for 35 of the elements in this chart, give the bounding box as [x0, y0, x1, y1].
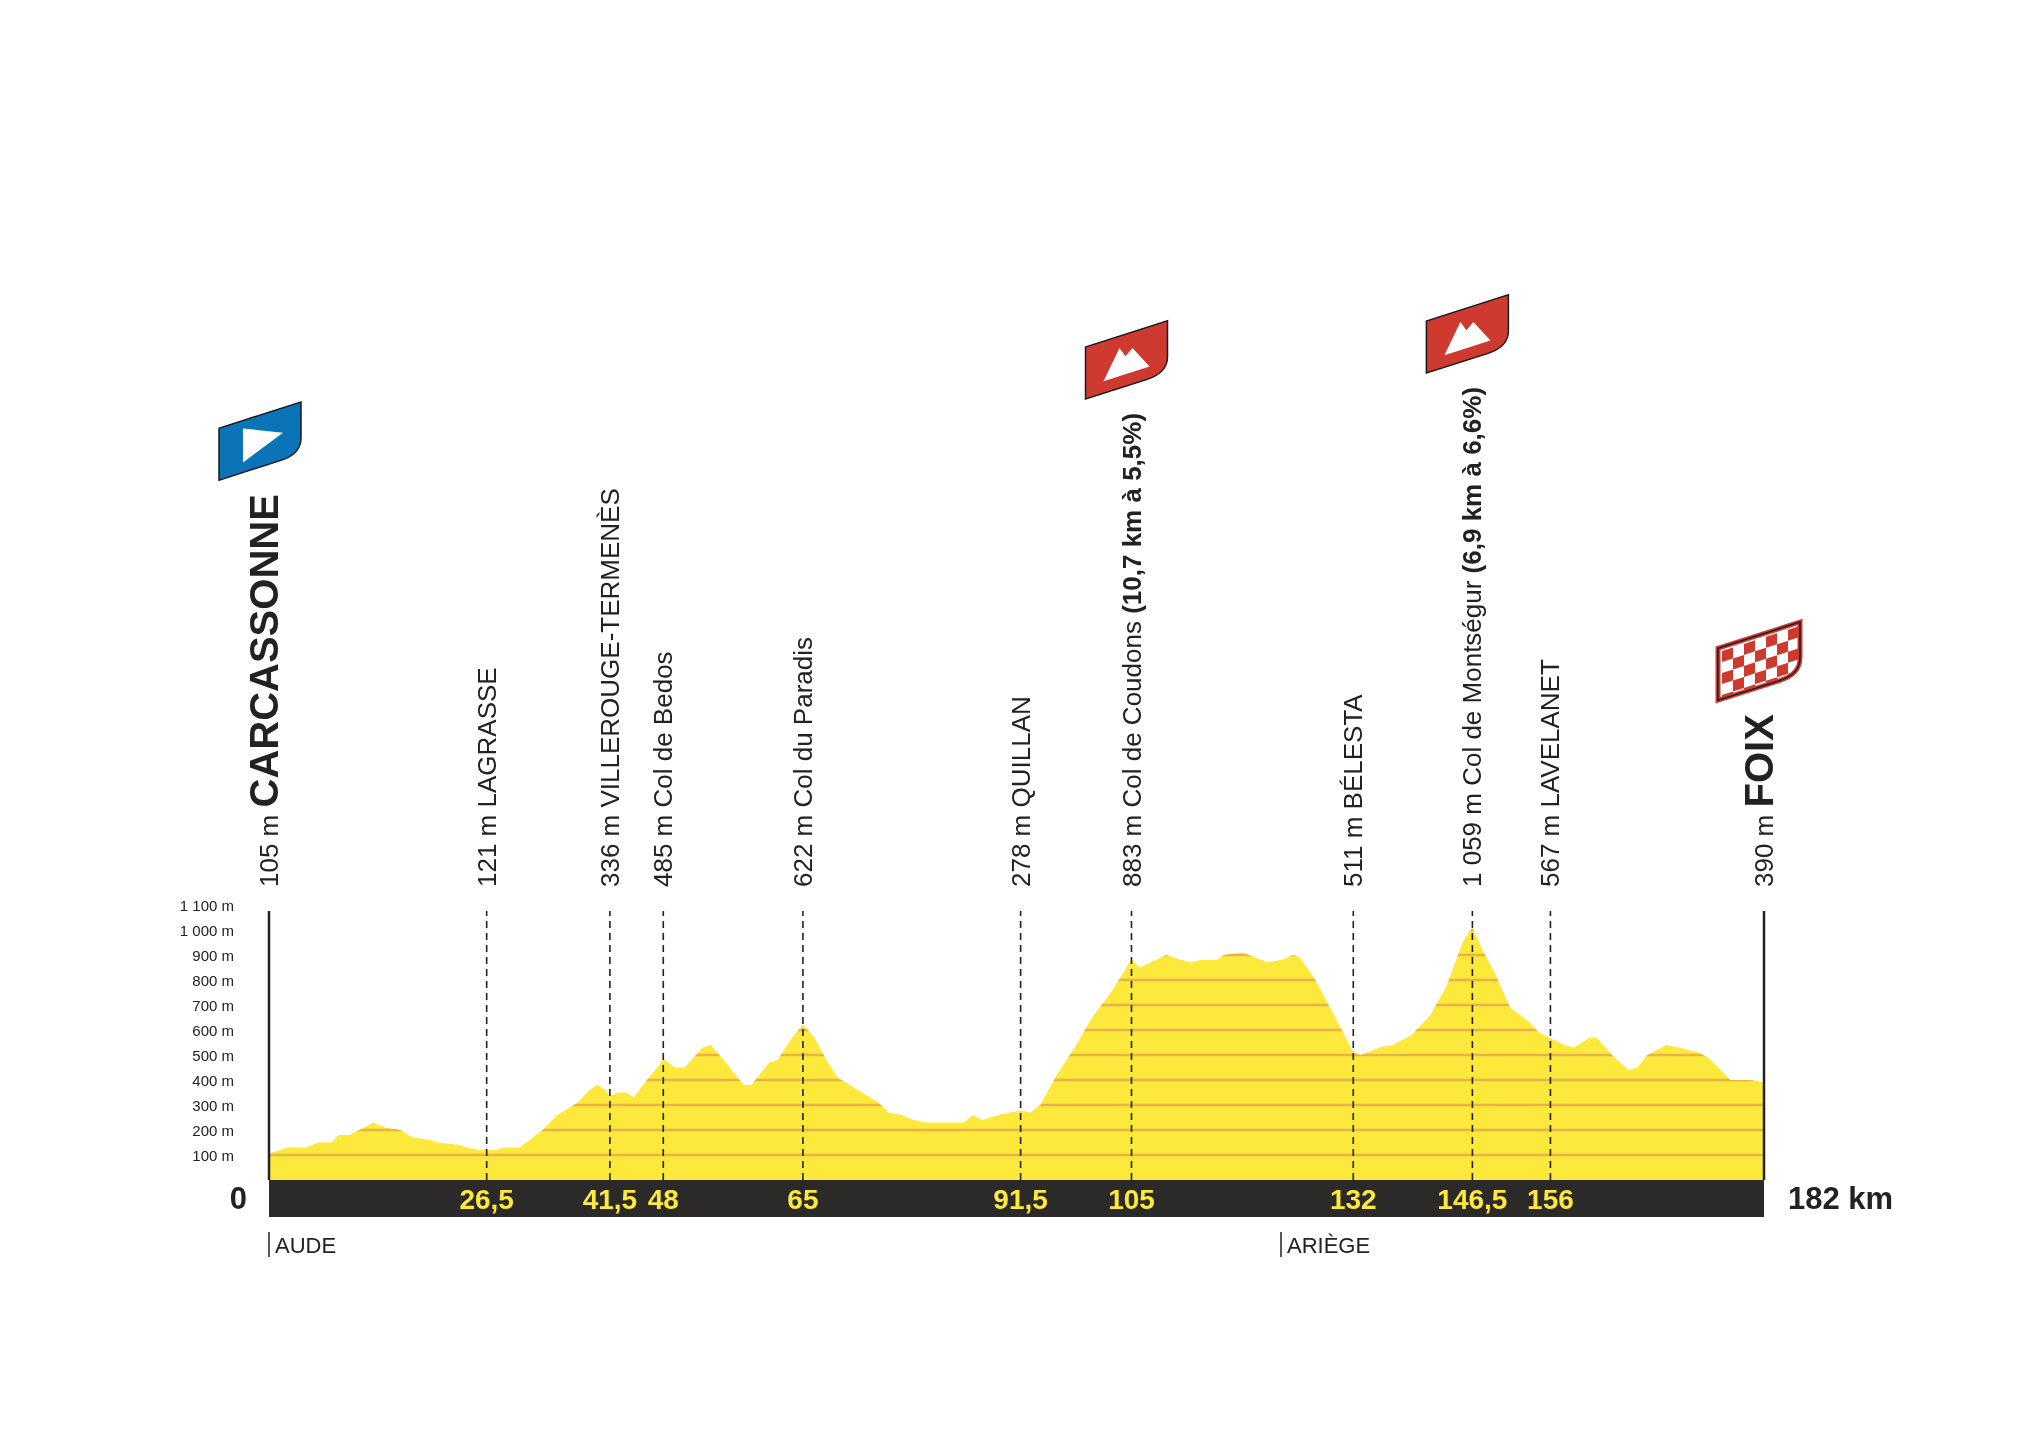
x-tick-label: 26,5 [459, 1184, 514, 1215]
y-tick-label: 700 m [192, 996, 234, 1014]
y-tick-label: 400 m [192, 1071, 234, 1089]
y-tick-label: 900 m [192, 946, 234, 964]
x-tick-label: 65 [787, 1184, 819, 1215]
y-tick-label: 600 m [192, 1021, 234, 1039]
ref-line-label: 511 m BÉLESTA [1338, 693, 1369, 887]
y-tick-label: 100 m [192, 1146, 234, 1164]
y-tick-label: 1 000 m [179, 921, 234, 939]
y-tick-label: 200 m [192, 1121, 234, 1139]
ref-line-label: 278 m QUILLAN [1005, 696, 1036, 887]
x-tick-label: 48 [647, 1184, 679, 1215]
annotation: 0 [229, 1181, 247, 1216]
text: AUDE [275, 1233, 337, 1258]
x-tick-label: 132 [1329, 1184, 1377, 1215]
x-tick-label: 146,5 [1437, 1184, 1508, 1215]
x-tick-label: 41,5 [582, 1184, 638, 1215]
y-tick-label: 300 m [192, 1096, 234, 1114]
ref-line-label: 567 m LAVELANET [1535, 659, 1566, 887]
ref-line-label: 622 m Col du Paradis [787, 636, 818, 887]
x-tick-label: 105 [1108, 1184, 1155, 1215]
text: 105 m CARCASSONNE [242, 494, 286, 887]
ref-line-label: 121 m LAGRASSE [471, 667, 502, 887]
ref-line-label: 883 m Col de Coudons (10,7 km à 5,5%) [1116, 412, 1147, 887]
y-tick-label: 800 m [192, 971, 234, 989]
text: ARIÈGE [1287, 1233, 1371, 1258]
annotation: 182 km [1788, 1181, 1894, 1216]
y-tick-label: 500 m [192, 1046, 234, 1064]
ref-line-label: 1 059 m Col de Montségur (6,9 km à 6,6%) [1457, 386, 1488, 887]
x-tick-label: 91,5 [993, 1184, 1048, 1215]
ref-line-label: 390 m FOIX [1737, 713, 1781, 887]
x-tick-label: 156 [1527, 1184, 1574, 1215]
ref-line-label: 485 m Col de Bedos [648, 651, 679, 887]
y-tick-label: 1 100 m [179, 896, 234, 914]
ref-line-label: 336 m VILLEROUGE-TERMENÈS [594, 488, 625, 887]
